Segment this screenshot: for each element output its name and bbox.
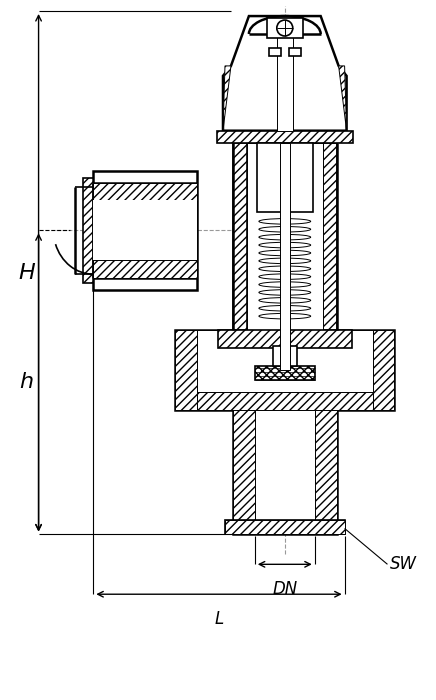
Bar <box>197 330 372 392</box>
Polygon shape <box>223 66 231 131</box>
Bar <box>83 178 113 284</box>
Bar <box>289 48 301 56</box>
Bar <box>225 521 344 534</box>
Text: DN: DN <box>272 580 297 598</box>
Bar <box>257 143 313 212</box>
Ellipse shape <box>259 314 311 319</box>
Bar <box>233 410 255 534</box>
Bar <box>93 171 197 290</box>
Ellipse shape <box>259 234 311 240</box>
Bar <box>267 18 303 38</box>
Bar <box>225 521 344 534</box>
Bar <box>277 34 293 131</box>
Ellipse shape <box>259 258 311 264</box>
Bar <box>175 330 197 410</box>
Bar <box>93 183 197 200</box>
Bar <box>93 260 197 278</box>
Text: L: L <box>215 610 224 628</box>
Text: SW: SW <box>389 555 416 573</box>
Circle shape <box>277 20 293 36</box>
Bar <box>233 410 337 534</box>
Bar <box>218 330 351 348</box>
Ellipse shape <box>259 274 311 279</box>
Ellipse shape <box>259 282 311 287</box>
Bar <box>273 346 297 366</box>
Text: H: H <box>18 262 35 283</box>
Bar <box>247 143 323 330</box>
Ellipse shape <box>259 227 311 232</box>
Polygon shape <box>339 66 347 131</box>
Ellipse shape <box>259 298 311 303</box>
Bar <box>233 143 247 330</box>
Bar <box>255 366 315 380</box>
Ellipse shape <box>259 250 311 255</box>
Ellipse shape <box>259 218 311 224</box>
Bar <box>217 131 353 143</box>
Bar <box>269 48 281 56</box>
Bar <box>197 392 372 410</box>
Bar <box>175 330 395 410</box>
Bar <box>280 143 290 370</box>
Bar <box>93 200 197 260</box>
Ellipse shape <box>259 242 311 248</box>
Bar <box>372 330 395 410</box>
Ellipse shape <box>259 290 311 295</box>
Bar <box>315 410 337 534</box>
Text: h: h <box>20 372 34 393</box>
Bar <box>323 143 337 330</box>
Bar <box>255 410 315 534</box>
Ellipse shape <box>259 305 311 311</box>
Ellipse shape <box>259 266 311 272</box>
Polygon shape <box>223 16 347 131</box>
